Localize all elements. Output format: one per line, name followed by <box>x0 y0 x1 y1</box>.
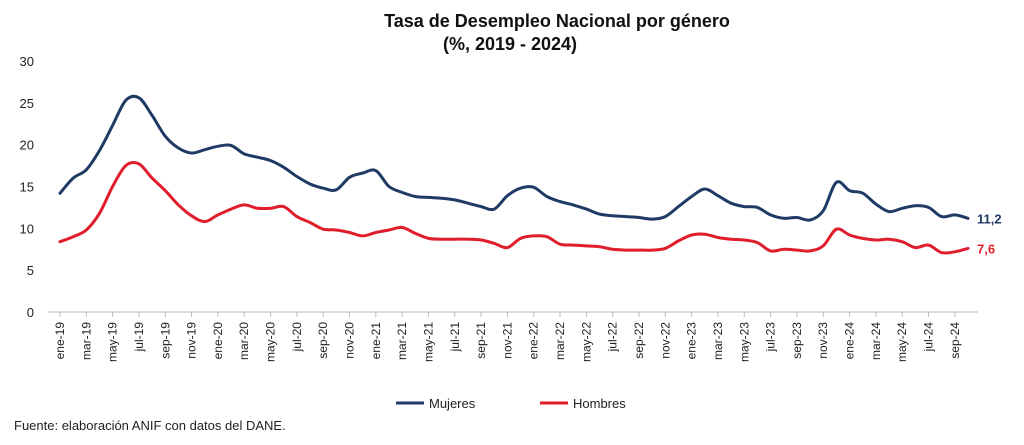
legend-label-hombres: Hombres <box>573 396 626 411</box>
x-tick-label: sep-21 <box>474 322 488 359</box>
x-tick-label: jul-20 <box>290 322 304 353</box>
x-tick-label: may-20 <box>264 322 278 362</box>
legend-item-hombres[interactable]: Hombres <box>540 396 626 411</box>
x-tick-label: sep-24 <box>948 322 962 359</box>
y-tick-label: 20 <box>20 138 34 153</box>
series-line-hombres <box>58 161 970 255</box>
x-tick-label: sep-22 <box>632 322 646 359</box>
x-tick-label: ene-22 <box>527 322 541 360</box>
x-tick-label: may-24 <box>895 322 909 362</box>
x-tick-label: sep-20 <box>316 322 330 359</box>
x-tick-label: ene-19 <box>53 322 67 360</box>
end-label-hombres: 7,6 <box>977 241 995 256</box>
source-note: Fuente: elaboración ANIF con datos del D… <box>14 418 286 433</box>
x-tick-label: nov-23 <box>816 322 830 359</box>
x-tick-label: mar-20 <box>237 322 251 360</box>
x-tick-label: mar-24 <box>869 322 883 360</box>
x-tick-label: ene-23 <box>685 322 699 360</box>
x-tick-label: nov-19 <box>185 322 199 359</box>
x-tick-label: jul-21 <box>448 322 462 353</box>
series-line-mujeres <box>58 94 970 222</box>
x-tick-label: nov-22 <box>658 322 672 359</box>
legend: Mujeres Hombres <box>396 396 626 411</box>
x-tick-label: may-22 <box>579 322 593 362</box>
x-tick-label: sep-19 <box>158 322 172 359</box>
x-tick-label: may-19 <box>106 322 120 362</box>
y-tick-label: 25 <box>20 96 34 111</box>
chart-title: Tasa de Desempleo Nacional por género <box>384 11 730 31</box>
x-tick-label: sep-23 <box>790 322 804 359</box>
end-label-mujeres: 11,2 <box>977 211 1002 226</box>
y-axis: 0 5 10 15 20 25 30 <box>20 54 34 320</box>
x-tick-label: may-21 <box>421 322 435 362</box>
x-tick-label: jul-19 <box>132 322 146 353</box>
x-tick-label: may-23 <box>737 322 751 362</box>
series-lines <box>58 94 970 255</box>
x-tick-label: nov-21 <box>500 322 514 359</box>
legend-label-mujeres: Mujeres <box>429 396 476 411</box>
x-tick-label: jul-23 <box>764 322 778 353</box>
y-tick-label: 30 <box>20 54 34 69</box>
end-labels: 11,2 7,6 <box>977 211 1002 256</box>
chart-subtitle: (%, 2019 - 2024) <box>443 34 577 54</box>
x-tick-label: mar-19 <box>79 322 93 360</box>
y-tick-label: 5 <box>27 263 34 278</box>
x-tick-label: jul-22 <box>606 322 620 353</box>
y-tick-label: 15 <box>20 180 34 195</box>
x-tick-label: ene-21 <box>369 322 383 360</box>
x-tick-label: ene-24 <box>843 322 857 360</box>
x-tick-label: mar-23 <box>711 322 725 360</box>
x-tick-label: jul-24 <box>922 322 936 353</box>
x-tick-label: ene-20 <box>211 322 225 360</box>
y-tick-label: 10 <box>20 221 34 236</box>
y-tick-label: 0 <box>27 305 34 320</box>
x-axis: ene-19 mar-19 may-19 jul-19 sep-19 nov-19 ene-… <box>53 312 962 362</box>
legend-item-mujeres[interactable]: Mujeres <box>396 396 476 411</box>
x-tick-label: nov-20 <box>343 322 357 359</box>
x-tick-label: mar-21 <box>395 322 409 360</box>
x-tick-label: mar-22 <box>553 322 567 360</box>
